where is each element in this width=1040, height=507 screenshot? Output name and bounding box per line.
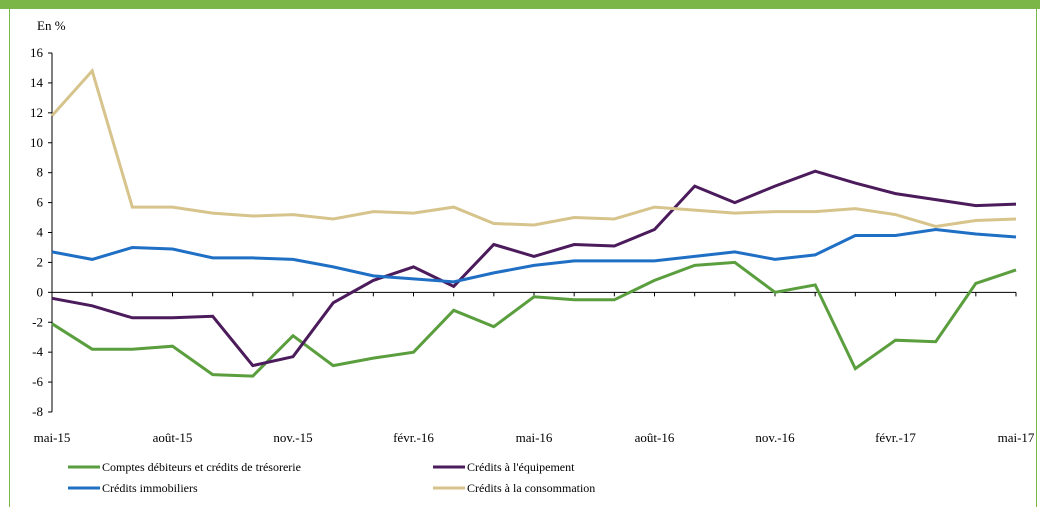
x-tick-label: févr.-17 [875, 430, 916, 445]
legend-label: Comptes débiteurs et crédits de trésorer… [102, 460, 301, 474]
y-tick-label: 14 [30, 75, 44, 90]
x-tick-label: mai-16 [516, 430, 553, 445]
y-tick-label: 2 [37, 254, 44, 269]
y-tick-label: 16 [30, 45, 44, 60]
x-tick-label: févr.-16 [393, 430, 434, 445]
y-tick-label: 10 [30, 135, 43, 150]
x-tick-label: nov.-15 [273, 430, 312, 445]
series-layer [50, 67, 1017, 378]
series-line-4 [50, 67, 1017, 229]
legend: Comptes débiteurs et crédits de trésorer… [68, 460, 595, 495]
x-tick-label: août-15 [153, 430, 193, 445]
y-tick-label: -4 [32, 344, 43, 359]
y-tick-label: 0 [37, 284, 44, 299]
y-axis-label: En % [37, 18, 66, 33]
y-tick-label: -8 [32, 404, 43, 419]
series-line-1 [51, 260, 1017, 378]
legend-label: Crédits immobiliers [102, 481, 198, 495]
y-tick-label: 6 [37, 195, 44, 210]
y-tick-label: -6 [32, 374, 43, 389]
y-tick-label: -2 [32, 314, 43, 329]
x-tick-label: mai-17 [998, 430, 1035, 445]
y-tick-label: 12 [30, 105, 43, 120]
frame-top-bar [0, 0, 1040, 9]
legend-label: Crédits à la consommation [467, 481, 595, 495]
frame-right-rule [1036, 9, 1037, 507]
y-tick-label: 4 [37, 225, 44, 240]
x-tick-label: août-16 [635, 430, 675, 445]
x-tick-label: mai-15 [34, 430, 71, 445]
legend-label: Crédits à l'équipement [467, 460, 575, 474]
x-tick-label: nov.-16 [755, 430, 795, 445]
axes: -8 -6 -4 -2 0 2 4 6 8 10 12 14 16 mai-15 août-15 nov.-1… [30, 45, 1035, 445]
frame-left-rule [9, 9, 10, 507]
y-tick-label: 8 [37, 165, 44, 180]
series-line-2 [51, 169, 1017, 368]
series-line-3 [51, 227, 1017, 284]
